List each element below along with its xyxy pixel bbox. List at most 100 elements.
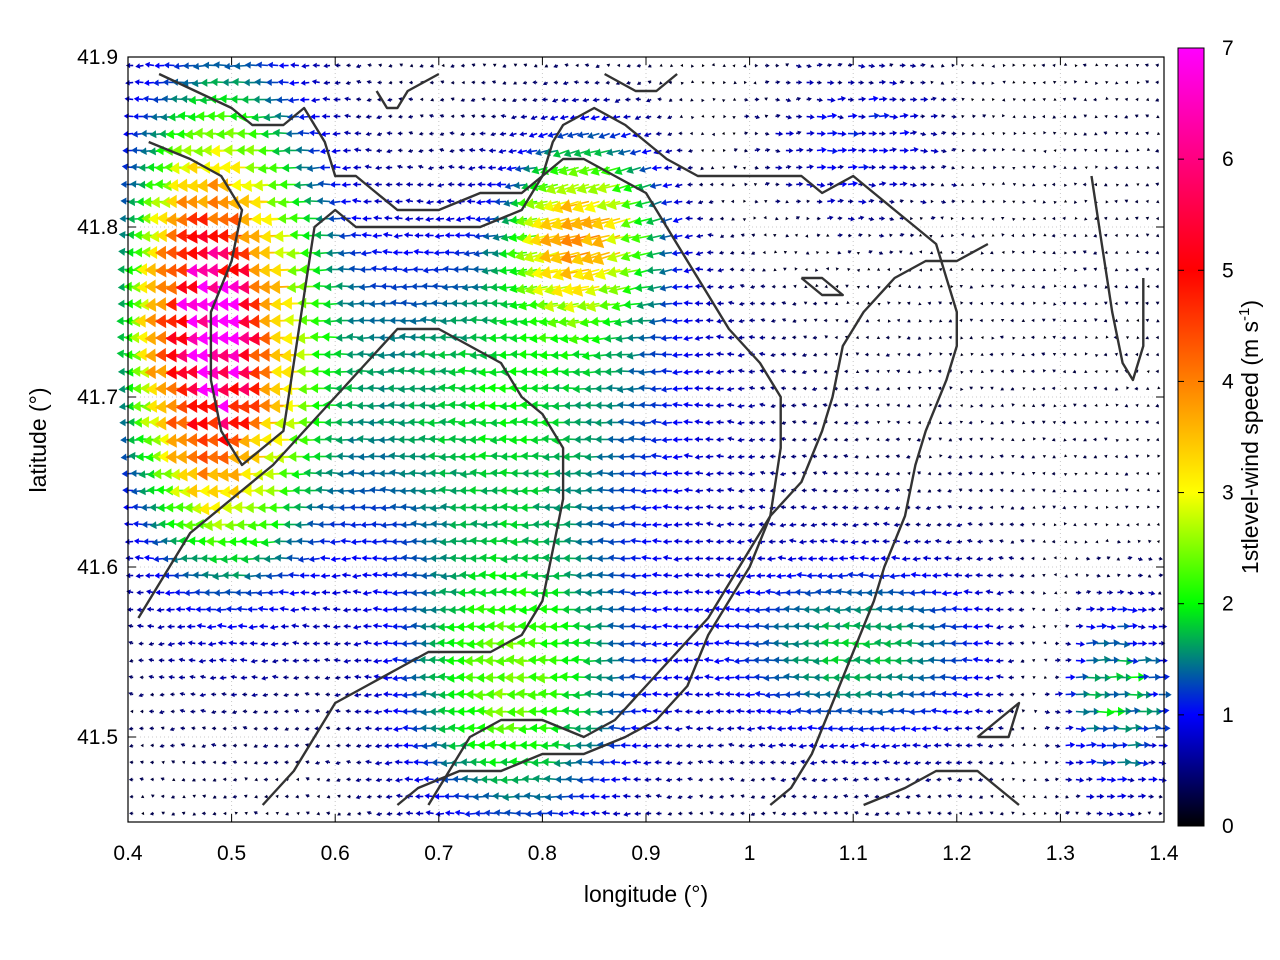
wind-arrow-head <box>133 417 142 428</box>
wind-arrow-head <box>217 195 229 210</box>
wind-arrow-head <box>217 246 229 261</box>
wind-arrow-head <box>138 658 142 663</box>
wind-arrow-shaft <box>602 523 610 526</box>
wind-arrow-head <box>179 691 184 697</box>
wind-arrow-head <box>126 401 134 411</box>
wind-arrow-head <box>175 606 181 613</box>
wind-arrow-head <box>130 709 134 714</box>
wind-arrow-head <box>146 589 151 595</box>
wind-arrow-shaft <box>646 557 652 560</box>
wind-arrow-shaft <box>656 591 662 594</box>
wind-arrow-shaft <box>645 642 652 645</box>
wind-arrow-head <box>175 212 188 227</box>
wind-arrow-shaft <box>131 693 134 696</box>
wind-arrow-shaft <box>235 710 238 713</box>
wind-arrow-shaft <box>297 710 300 713</box>
wind-arrow-head <box>186 280 198 295</box>
wind-arrow-shaft <box>397 727 403 730</box>
wind-arrow-head <box>175 246 188 261</box>
wind-arrow-head <box>131 401 141 412</box>
wind-arrow-shaft <box>337 693 341 696</box>
wind-arrow-head <box>199 95 207 105</box>
wind-arrow-head <box>160 777 165 781</box>
wind-arrow-head <box>119 214 126 223</box>
wind-arrow-head <box>134 554 140 561</box>
wind-arrow-shaft <box>450 217 455 220</box>
wind-arrow-head <box>149 692 154 697</box>
wind-arrow-shaft <box>367 693 372 696</box>
wind-arrow-head <box>175 382 188 397</box>
wind-arrow-shaft <box>463 132 465 135</box>
wind-arrow-head <box>209 675 214 681</box>
wind-arrow-head <box>124 265 133 275</box>
wind-arrow-head <box>227 623 233 630</box>
wind-arrow-shaft <box>347 659 351 662</box>
wind-arrow-head <box>160 537 168 545</box>
wind-arrow-head <box>232 777 237 782</box>
wind-arrow-head <box>165 415 177 430</box>
wind-arrow-head <box>164 485 173 496</box>
wind-arrow-head <box>129 794 133 799</box>
wind-arrow-head <box>139 777 144 782</box>
wind-arrow-head <box>252 554 260 563</box>
wind-arrow-head <box>162 180 172 192</box>
wind-arrow-head <box>128 451 136 460</box>
wind-arrow-head <box>155 330 167 345</box>
wind-arrow-shaft <box>377 693 382 696</box>
wind-arrow-head <box>218 657 224 663</box>
wind-arrow-head <box>162 78 169 86</box>
wind-arrow-head <box>168 112 176 122</box>
wind-arrow-head <box>125 299 133 309</box>
wind-arrow-head <box>148 641 153 647</box>
wind-arrow-head <box>217 399 229 414</box>
wind-arrow-head <box>167 657 173 663</box>
wind-arrow-shaft <box>597 64 600 67</box>
wind-arrow-head <box>242 726 247 730</box>
wind-arrow-head <box>175 331 188 346</box>
wind-arrow-head <box>217 537 226 547</box>
wind-arrow-shaft <box>666 387 673 391</box>
wind-arrow-head <box>217 640 223 646</box>
wind-arrow-head <box>199 484 210 498</box>
wind-arrow-head <box>222 743 226 748</box>
wind-arrow-head <box>144 61 150 68</box>
wind-arrow-head <box>251 692 256 698</box>
wind-arrow-shaft <box>655 421 662 424</box>
wind-arrow-head <box>221 571 229 580</box>
wind-arrow-shaft <box>399 778 403 781</box>
wind-arrow-shaft <box>646 710 652 713</box>
wind-arrow-shaft <box>545 81 548 84</box>
wind-arrow-head <box>163 162 173 173</box>
wind-arrow-shaft <box>677 557 683 560</box>
wind-arrow-head <box>196 178 208 193</box>
wind-arrow-head <box>142 95 149 103</box>
wind-arrow-shaft <box>656 642 662 645</box>
wind-arrow-head <box>186 365 198 379</box>
wind-arrow-head <box>227 467 240 482</box>
wind-arrow-shaft <box>219 64 227 67</box>
wind-arrow-head <box>166 519 175 529</box>
wind-arrow-head <box>165 314 177 329</box>
wind-arrow-shaft <box>664 251 673 255</box>
wind-arrow-shaft <box>428 778 434 781</box>
wind-arrow-shaft <box>377 608 382 611</box>
wind-arrow-head <box>133 113 139 120</box>
wind-arrow-shaft <box>356 200 362 203</box>
wind-arrow-shaft <box>667 183 673 187</box>
wind-arrow-head <box>158 129 166 139</box>
wind-arrow-shaft <box>294 591 299 594</box>
wind-arrow-head <box>122 147 128 154</box>
wind-arrow-head <box>180 743 185 748</box>
wind-arrow-shaft <box>687 370 693 373</box>
wind-arrow-head <box>191 760 196 765</box>
wind-arrow-head <box>151 794 155 798</box>
wind-arrow-head <box>144 279 156 294</box>
wind-arrow-head <box>149 726 153 731</box>
wind-arrow-head <box>176 624 182 630</box>
wind-arrow-shaft <box>624 710 631 713</box>
wind-arrow-head <box>206 484 219 499</box>
wind-arrow-head <box>222 78 229 87</box>
wind-arrow-head <box>221 760 226 765</box>
wind-arrow-shaft <box>616 115 621 119</box>
wind-arrow-head <box>146 485 155 495</box>
